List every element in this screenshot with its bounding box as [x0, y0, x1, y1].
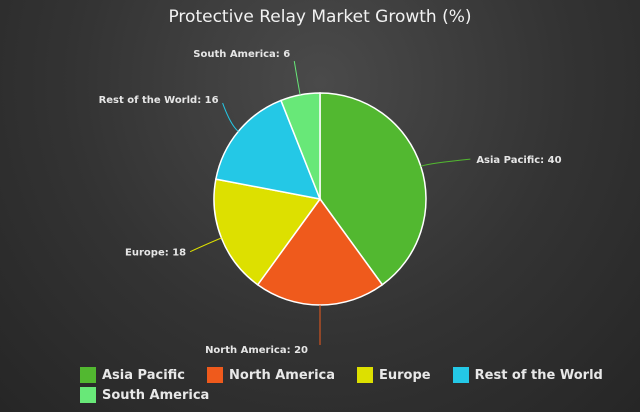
leader-line-europe	[189, 237, 222, 253]
leader-line-asia-pacific	[420, 158, 471, 167]
legend-swatch	[357, 367, 374, 383]
data-label-north-america: North America: 20	[205, 345, 308, 356]
legend-swatch	[452, 367, 469, 383]
legend-item-rest-of-the-world[interactable]: Rest of the World	[452, 367, 603, 383]
legend-swatch	[80, 367, 96, 383]
legend-swatch	[207, 367, 224, 383]
legend-label: Asia Pacific	[102, 367, 186, 383]
legend: Asia Pacific North America Europe Rest of t…	[80, 367, 610, 403]
legend-item-south-america[interactable]: South America	[80, 387, 209, 403]
leader-line-south-america	[293, 60, 301, 95]
legend-label: Rest of the World	[474, 367, 603, 383]
chart-title: Protective Relay Market Growth (%)	[168, 7, 472, 27]
legend-item-north-america[interactable]: North America	[207, 367, 335, 383]
pie-slice-south-america	[280, 92, 321, 200]
legend-label: Europe	[379, 367, 431, 383]
legend-item-europe[interactable]: Europe	[357, 367, 431, 383]
legend-label: North America	[229, 367, 336, 383]
legend-label: South America	[102, 387, 210, 403]
legend-item-asia-pacific[interactable]: Asia Pacific	[80, 367, 185, 383]
pie-slice-europe	[213, 178, 322, 286]
pie-slice-rest-of-the-world	[215, 99, 322, 200]
data-label-rest-of-the-world: Rest of the World: 16	[99, 95, 219, 106]
data-label-europe: Europe: 18	[125, 248, 186, 259]
data-label-south-america: South America: 6	[193, 49, 290, 60]
leader-line-rest-of-the-world	[222, 102, 239, 132]
legend-swatch	[80, 387, 96, 403]
data-label-asia-pacific: Asia Pacific: 40	[476, 155, 561, 166]
